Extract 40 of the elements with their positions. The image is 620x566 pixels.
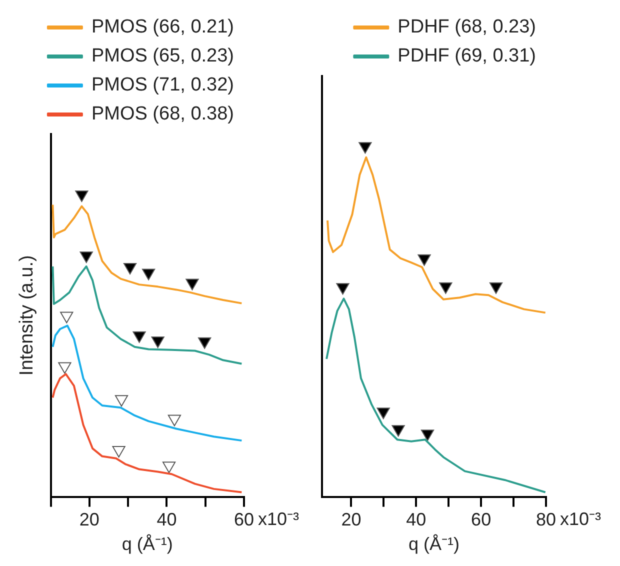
x-tick-label: 20 — [341, 510, 362, 530]
x-tick-label: 20 — [79, 510, 100, 530]
legend-label: PMOS (68, 0.38) — [91, 104, 234, 125]
point — [132, 331, 146, 343]
legend-label: PMOS (71, 0.32) — [91, 74, 234, 96]
legend-label: PMOS (66, 0.21) — [91, 16, 234, 38]
point — [392, 425, 405, 437]
point — [489, 282, 503, 294]
point — [376, 408, 390, 420]
point — [336, 283, 350, 295]
point — [123, 263, 137, 275]
point — [168, 414, 182, 426]
point — [142, 268, 156, 280]
y-axis-title: Intensity (a.u.) — [16, 255, 38, 376]
x-axis-title: q (Å⁻¹) — [408, 534, 460, 554]
x-tick-label: 60 — [234, 510, 254, 530]
point — [358, 142, 372, 154]
point — [60, 312, 74, 324]
point — [198, 337, 212, 349]
legend-label: PDHF (68, 0.23) — [398, 16, 536, 38]
point — [418, 254, 431, 266]
point — [58, 362, 72, 374]
point — [439, 282, 452, 294]
text: x10⁻³ — [560, 508, 602, 529]
x-tick-label: 40 — [156, 510, 177, 530]
x-tick-label: 60 — [471, 510, 492, 530]
text: x10⁻³ — [258, 508, 300, 529]
point — [186, 278, 199, 290]
legend-label: PMOS (65, 0.23) — [91, 46, 234, 67]
x-tick-label: 40 — [406, 510, 426, 530]
point — [112, 446, 126, 458]
point — [420, 430, 434, 442]
legend-label: PDHF (69, 0.31) — [398, 46, 536, 67]
x-axis-title: q (Å⁻¹) — [122, 534, 173, 554]
point — [75, 190, 88, 202]
point — [162, 462, 176, 474]
point — [151, 336, 164, 348]
point — [114, 395, 128, 407]
point — [80, 252, 93, 264]
x-tick-label: 80 — [536, 510, 556, 530]
